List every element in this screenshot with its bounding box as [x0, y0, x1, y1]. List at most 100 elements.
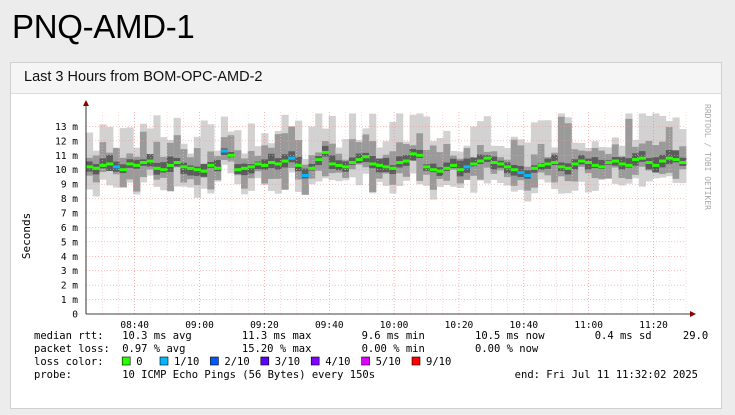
- y-tick-label: 9 m: [61, 180, 78, 191]
- median-point: [308, 166, 316, 170]
- median-point: [139, 161, 148, 164]
- smoke-band-mid: [625, 118, 633, 179]
- smoke-band-mid: [139, 131, 148, 178]
- smoke-band-inner: [638, 151, 646, 162]
- median-point: [207, 163, 215, 167]
- median-point: [321, 150, 330, 154]
- panel-title: Last 3 Hours from BOM-OPC-AMD-2: [24, 69, 263, 85]
- median-point: [659, 159, 667, 163]
- median-point: [557, 165, 566, 169]
- x-tick-label: 11:20: [639, 320, 668, 331]
- x-tick-label: 09:20: [250, 320, 279, 331]
- smoke-band-mid: [288, 126, 296, 169]
- median-point: [510, 168, 518, 172]
- smoke-band-inner: [160, 162, 168, 173]
- median-point: [497, 162, 505, 166]
- median-point: [241, 166, 249, 170]
- median-point: [375, 163, 384, 167]
- y-tick-label: 13 m: [55, 122, 78, 133]
- legend-median-rtt: 11.3 ms max: [242, 330, 312, 342]
- smoke-band-inner: [477, 154, 485, 164]
- smoke-band-inner: [99, 158, 107, 169]
- median-point: [450, 163, 458, 167]
- x-tick-label: 10:00: [380, 320, 409, 331]
- smoke-band-mid: [362, 134, 370, 168]
- median-point: [429, 168, 437, 172]
- graph-panel: Last 3 Hours from BOM-OPC-AMD-2 0 1 m 2 m 3…: [10, 62, 722, 409]
- legend-probe-text: 10 ICMP Echo Pings (56 Bytes) every 150s: [122, 369, 375, 381]
- smoke-band-inner: [187, 165, 195, 176]
- median-point: [463, 165, 471, 169]
- median-point: [227, 153, 235, 157]
- median-point: [247, 165, 255, 169]
- smoke-band-mid: [348, 139, 357, 170]
- smoke-band-mid: [665, 127, 673, 173]
- y-tick-label: 7 m: [61, 209, 78, 220]
- median-point: [382, 165, 390, 169]
- legend: median rtt: 10.3 ms avg 11.3 ms max 9.6 ms …: [34, 330, 708, 381]
- median-point: [652, 163, 660, 167]
- median-point: [166, 163, 175, 167]
- median-point: [544, 162, 552, 166]
- loss-color-swatch-label: 1/10: [174, 356, 199, 368]
- loss-color-swatch: [361, 356, 370, 366]
- median-point: [443, 166, 451, 170]
- median-point: [456, 168, 464, 172]
- y-tick-labels: 0 1 m 2 m 3 m 4 m 5 m 6 m 7 m 8 m 9 m 10 m 11 m 12 m…: [55, 122, 78, 321]
- median-point: [389, 166, 397, 170]
- median-point: [470, 162, 478, 166]
- y-tick-label: 0: [72, 310, 78, 321]
- smoke-band-mid: [517, 145, 525, 181]
- legend-probe-label: probe:: [34, 369, 72, 381]
- x-axis-arrow: [690, 311, 696, 317]
- median-point: [268, 161, 276, 164]
- median-point: [436, 169, 444, 173]
- rrdtool-watermark: RRDTOOL / TOBI OETIKER: [703, 104, 712, 210]
- y-tick-label: 3 m: [61, 266, 78, 277]
- median-point: [598, 165, 606, 169]
- smoke-band-mid: [557, 116, 566, 177]
- smoke-band-mid: [645, 140, 653, 171]
- median-point: [551, 161, 559, 164]
- smoke-band-inner: [369, 155, 377, 169]
- median-point: [625, 163, 633, 167]
- smoke-band-outer: [483, 116, 491, 184]
- y-tick-label: 11 m: [55, 151, 78, 162]
- median-point: [220, 149, 228, 153]
- median-point: [564, 166, 572, 170]
- median-point: [153, 166, 161, 170]
- smoke-band-outer: [409, 114, 417, 174]
- latency-chart: 0 1 m 2 m 3 m 4 m 5 m 6 m 7 m 8 m 9 m 10 m 11 m 12 m…: [20, 100, 712, 381]
- median-point: [537, 163, 545, 167]
- smoke-band-inner: [625, 158, 633, 168]
- y-tick-label: 1 m: [61, 295, 78, 306]
- median-point: [672, 158, 680, 162]
- median-point: [288, 156, 296, 160]
- legend-median-rtt: 0.4 ms sd: [595, 330, 652, 342]
- x-tick-label: 08:40: [120, 320, 149, 331]
- median-point: [234, 168, 242, 172]
- smoke-band-mid: [133, 156, 141, 192]
- smoke-band-outer: [342, 139, 350, 181]
- loss-color-swatch: [121, 356, 131, 366]
- smoke-band-inner: [328, 155, 336, 169]
- median-point: [348, 161, 357, 164]
- median-point: [294, 163, 303, 167]
- smoke-band-mid: [470, 157, 478, 176]
- smoke-band-mid: [355, 142, 363, 165]
- x-tick-label: 09:00: [185, 320, 214, 331]
- median-point: [578, 159, 586, 163]
- y-tick-label: 12 m: [55, 136, 78, 147]
- median-point: [99, 163, 107, 167]
- median-point: [477, 159, 485, 163]
- smoke-band-inner: [214, 160, 222, 172]
- smoke-band-mid: [537, 144, 545, 173]
- median-point: [416, 153, 424, 157]
- median-point: [645, 161, 653, 164]
- smoke-band-inner: [268, 153, 276, 169]
- median-point: [605, 161, 613, 164]
- median-point: [483, 156, 491, 160]
- smoke-band-inner: [591, 157, 599, 169]
- median-point: [611, 159, 619, 163]
- median-point: [301, 173, 309, 177]
